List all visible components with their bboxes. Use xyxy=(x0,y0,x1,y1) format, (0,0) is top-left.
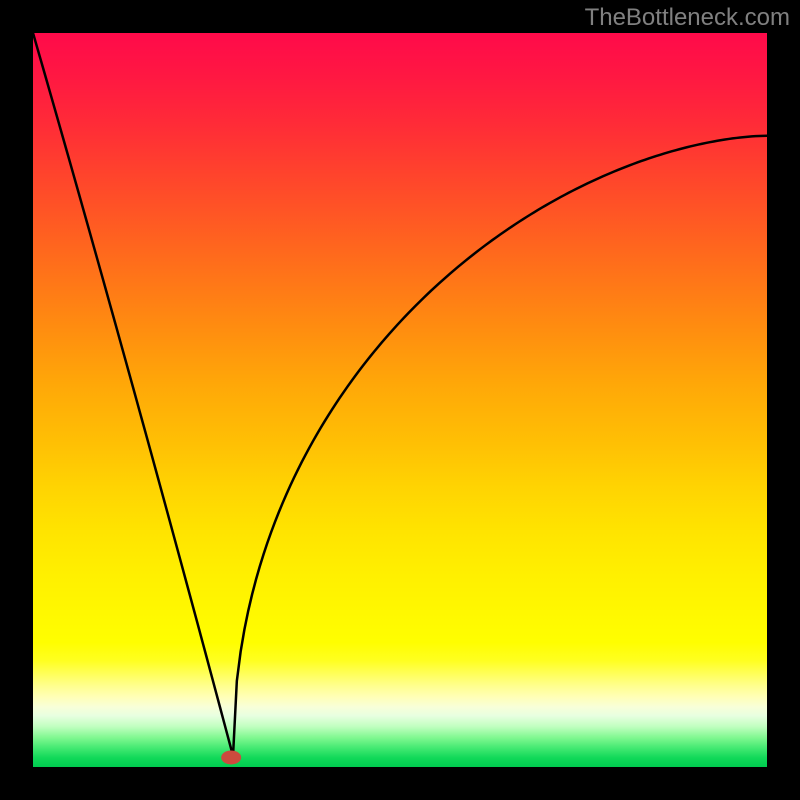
plot-gradient-background xyxy=(33,33,767,767)
optimum-marker xyxy=(221,750,241,764)
bottleneck-chart xyxy=(0,0,800,800)
watermark-text: TheBottleneck.com xyxy=(585,4,790,32)
chart-container: TheBottleneck.com xyxy=(0,0,800,800)
